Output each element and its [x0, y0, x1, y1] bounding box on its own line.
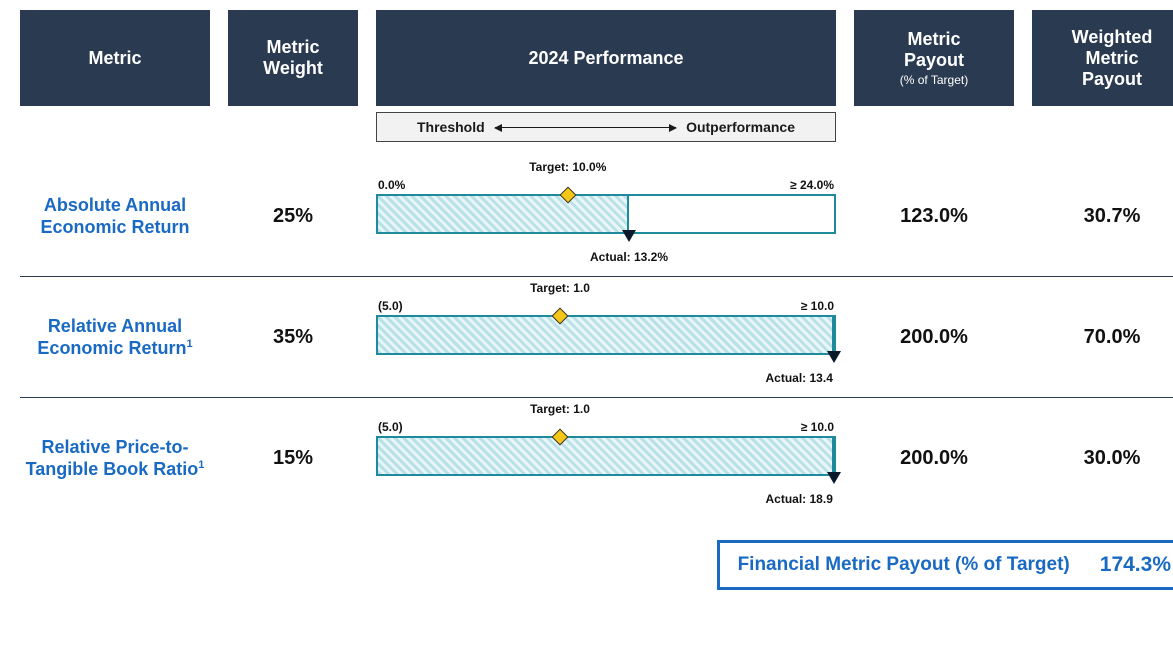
legend-spacer-1 — [20, 106, 210, 156]
performance-bar-fill — [378, 196, 629, 232]
legend-spacer-2 — [228, 106, 358, 156]
legend-threshold: Threshold — [417, 119, 485, 135]
performance-bar-fill — [378, 438, 834, 474]
metric-payout: 200.0% — [900, 326, 968, 349]
actual-marker-icon — [827, 351, 841, 363]
weighted-payout-cell: 30.7% — [1032, 156, 1173, 276]
legend-outperformance: Outperformance — [686, 119, 795, 135]
performance-bar — [376, 436, 836, 476]
actual-marker-icon — [622, 230, 636, 242]
summary-row: Financial Metric Payout (% of Target) 174… — [20, 540, 1173, 590]
legend-spacer-3 — [854, 106, 1014, 156]
performance-table: Metric Metric Weight 2024 Performance Me… — [20, 10, 1153, 590]
target-label: Target: 1.0 — [422, 402, 698, 416]
metric-weight: 15% — [273, 447, 313, 470]
footnote-marker: 1 — [186, 338, 192, 350]
metric-weight: 35% — [273, 326, 313, 349]
metric-weight-cell: 25% — [228, 156, 358, 276]
actual-marker-icon — [827, 472, 841, 484]
performance-bar — [376, 194, 836, 234]
header-metric-text: Metric — [28, 48, 202, 69]
scale-labels: 0.0%Target: 10.0%≥ 24.0% — [376, 178, 836, 192]
performance-bar-fill — [378, 317, 834, 353]
threshold-label: 0.0% — [378, 178, 405, 192]
threshold-label: (5.0) — [378, 420, 403, 434]
metric-name-cell: Absolute Annual Economic Return — [20, 156, 210, 276]
metric-name: Absolute Annual Economic Return — [24, 194, 206, 239]
weighted-payout: 30.7% — [1084, 205, 1141, 228]
metric-payout-cell: 200.0% — [854, 398, 1014, 518]
header-weight-text: Metric Weight — [236, 37, 350, 79]
metric-payout: 200.0% — [900, 447, 968, 470]
weighted-payout: 30.0% — [1084, 447, 1141, 470]
actual-label: Actual: 13.2% — [590, 250, 668, 264]
header-weight: Metric Weight — [228, 10, 358, 106]
threshold-label: (5.0) — [378, 299, 403, 313]
performance-cell: (5.0)Target: 1.0≥ 10.0Actual: 18.9 — [376, 398, 836, 518]
legend-bar: Threshold Outperformance — [376, 112, 836, 142]
metric-payout: 123.0% — [900, 205, 968, 228]
weighted-payout-cell: 70.0% — [1032, 277, 1173, 397]
header-payout-sub: (% of Target) — [862, 73, 1006, 87]
metric-weight: 25% — [273, 205, 313, 228]
actual-label: Actual: 13.4 — [766, 371, 833, 385]
legend-spacer-4 — [1032, 106, 1173, 156]
performance-bar — [376, 315, 836, 355]
summary-label: Financial Metric Payout (% of Target) — [738, 554, 1070, 576]
metric-name: Relative Annual Economic Return1 — [24, 315, 206, 360]
weighted-payout: 70.0% — [1084, 326, 1141, 349]
outperformance-label: ≥ 10.0 — [801, 299, 834, 313]
performance-cell: (5.0)Target: 1.0≥ 10.0Actual: 13.4 — [376, 277, 836, 397]
scale-labels: (5.0)Target: 1.0≥ 10.0 — [376, 420, 836, 434]
actual-label: Actual: 18.9 — [766, 492, 833, 506]
header-payout-text: Metric Payout — [862, 29, 1006, 71]
outperformance-label: ≥ 10.0 — [801, 420, 834, 434]
legend: Threshold Outperformance — [376, 106, 836, 156]
metric-payout-cell: 123.0% — [854, 156, 1014, 276]
metric-name: Relative Price-to-Tangible Book Ratio1 — [24, 436, 206, 481]
target-label: Target: 10.0% — [434, 160, 702, 174]
metric-payout-cell: 200.0% — [854, 277, 1014, 397]
header-metric: Metric — [20, 10, 210, 106]
header-payout: Metric Payout (% of Target) — [854, 10, 1014, 106]
header-weighted-text: Weighted Metric Payout — [1040, 27, 1173, 90]
weighted-payout-cell: 30.0% — [1032, 398, 1173, 518]
summary-value: 174.3% — [1100, 553, 1171, 577]
scale-labels: (5.0)Target: 1.0≥ 10.0 — [376, 299, 836, 313]
metric-name-cell: Relative Annual Economic Return1 — [20, 277, 210, 397]
performance-cell: 0.0% Target: 10.0% ≥ 24.0% Actual: 13.2% — [376, 156, 836, 276]
target-label: Target: 1.0 — [422, 281, 698, 295]
summary-box: Financial Metric Payout (% of Target) 174… — [717, 540, 1173, 590]
metric-weight-cell: 15% — [228, 398, 358, 518]
header-performance-text: 2024 Performance — [384, 48, 828, 69]
metric-name-cell: Relative Price-to-Tangible Book Ratio1 — [20, 398, 210, 518]
header-weighted: Weighted Metric Payout — [1032, 10, 1173, 106]
header-performance: 2024 Performance — [376, 10, 836, 106]
metric-weight-cell: 35% — [228, 277, 358, 397]
double-arrow-icon — [495, 127, 676, 128]
footnote-marker: 1 — [198, 459, 204, 471]
outperformance-label: ≥ 24.0% — [790, 178, 834, 192]
